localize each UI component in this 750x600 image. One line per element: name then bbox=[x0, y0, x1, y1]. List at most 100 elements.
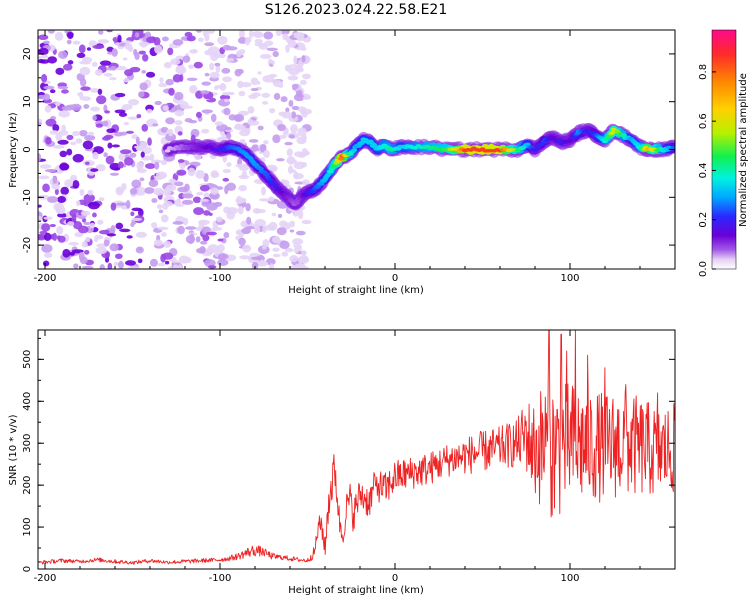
spectrogram-noise-blob bbox=[251, 92, 262, 97]
spectrogram-noise-blob bbox=[111, 144, 120, 148]
spectrogram-noise-blob bbox=[82, 140, 94, 150]
snr-y-ticks: 0 100 200 300 400 500 bbox=[22, 337, 675, 572]
spectrogram-noise-blob bbox=[55, 132, 63, 141]
spectrogram-noise-blob bbox=[49, 89, 56, 94]
spectrogram-x-ticks: -200 -100 0 100 bbox=[34, 30, 676, 284]
spectrogram-noise-blob bbox=[227, 91, 235, 96]
spectrogram-noise-blob bbox=[92, 114, 97, 121]
spectrogram-x-tick-label: -200 bbox=[34, 273, 57, 284]
spectrogram-noise-blob bbox=[282, 33, 289, 41]
spectrogram-noise-blob bbox=[172, 39, 184, 46]
spectrogram-ridge-core bbox=[620, 133, 627, 137]
spectrogram-noise-blob bbox=[291, 111, 297, 119]
spectrogram-noise-blob bbox=[40, 54, 49, 59]
snr-y-axis-label: SNR (10 * v/v) bbox=[8, 414, 19, 485]
spectrogram-noise-blob bbox=[138, 50, 146, 55]
spectrogram-noise-blob bbox=[285, 44, 290, 53]
snr-background bbox=[38, 330, 675, 569]
spectrogram-noise-blob bbox=[57, 235, 66, 243]
spectrogram-noise-blob bbox=[76, 52, 86, 59]
spectrogram-noise-blob bbox=[92, 151, 99, 160]
spectrogram-noise-blob bbox=[56, 226, 64, 235]
spectrogram-noise-blob bbox=[293, 161, 305, 170]
spectrogram-noise-blob bbox=[168, 87, 175, 96]
spectrogram-noise-blob bbox=[130, 211, 135, 217]
spectrogram-noise-blob bbox=[219, 83, 227, 91]
spectrogram-noise-blob bbox=[60, 186, 70, 196]
spectrogram-noise-blob bbox=[172, 264, 179, 269]
spectrogram-noise-blob bbox=[182, 55, 191, 63]
spectrogram-noise-blob bbox=[206, 202, 218, 211]
spectrogram-noise-blob bbox=[57, 139, 69, 145]
spectrogram-noise-blob bbox=[210, 187, 219, 195]
spectrogram-noise-blob bbox=[261, 92, 271, 98]
spectrogram-noise-blob bbox=[136, 114, 142, 119]
spectrogram-noise-blob bbox=[211, 113, 217, 123]
spectrogram-noise-blob bbox=[222, 177, 230, 182]
spectrogram-noise-blob bbox=[129, 152, 137, 158]
spectrogram-ridge-core bbox=[351, 148, 358, 152]
spectrogram-noise-blob bbox=[250, 87, 259, 92]
spectrogram-noise-blob bbox=[224, 185, 229, 195]
spectrogram-noise-blob bbox=[40, 73, 48, 83]
spectrogram-noise-blob bbox=[280, 30, 290, 35]
spectrogram-noise-blob bbox=[105, 155, 115, 165]
spectrogram-noise-blob bbox=[160, 214, 169, 223]
spectrogram-noise-blob bbox=[297, 210, 304, 220]
spectrogram-noise bbox=[38, 30, 314, 269]
spectrogram-y-tick-label: 20 bbox=[22, 48, 33, 61]
spectrogram-noise-blob bbox=[296, 89, 303, 97]
spectrogram-noise-blob bbox=[256, 260, 269, 267]
spectrogram-noise-blob bbox=[64, 179, 73, 188]
snr-x-tick-label: -200 bbox=[34, 573, 57, 584]
spectrogram-noise-blob bbox=[249, 252, 260, 257]
spectrogram-noise-blob bbox=[211, 171, 220, 178]
spectrogram-noise-blob bbox=[138, 91, 145, 98]
spectrogram-noise-blob bbox=[238, 90, 246, 97]
spectrogram-noise-blob bbox=[294, 151, 303, 158]
spectrogram-noise-blob bbox=[272, 50, 279, 58]
spectrogram-noise-blob bbox=[247, 106, 255, 114]
spectrogram-noise-blob bbox=[80, 86, 91, 91]
spectrogram-noise-blob bbox=[118, 260, 124, 269]
spectrogram-noise-blob bbox=[131, 179, 142, 189]
snr-y-tick-label: 0 bbox=[22, 566, 33, 572]
spectrogram-noise-blob bbox=[289, 229, 295, 233]
spectrogram-noise-blob bbox=[268, 73, 278, 78]
spectrogram-noise-blob bbox=[246, 216, 252, 225]
spectrogram-noise-blob bbox=[136, 161, 144, 171]
spectrogram-noise-blob bbox=[90, 168, 99, 172]
spectrogram-noise-blob bbox=[280, 96, 288, 103]
spectrogram-noise-blob bbox=[92, 44, 105, 49]
snr-y-tick-label: 100 bbox=[22, 518, 33, 537]
spectrogram-noise-blob bbox=[81, 217, 87, 223]
spectrogram-noise-blob bbox=[195, 30, 203, 33]
spectrogram-noise-blob bbox=[195, 111, 202, 119]
snr-y-tick-label: 400 bbox=[22, 392, 33, 411]
spectrogram-noise-blob bbox=[46, 196, 59, 203]
spectrogram-noise-blob bbox=[279, 240, 290, 250]
spectrogram-noise-blob bbox=[77, 92, 82, 96]
spectrogram-noise-blob bbox=[81, 241, 88, 248]
spectrogram-noise-blob bbox=[155, 171, 168, 180]
spectrogram-noise-blob bbox=[276, 158, 285, 162]
spectrogram-noise-blob bbox=[126, 235, 133, 239]
spectrogram-noise-blob bbox=[43, 85, 55, 90]
spectrogram-noise-blob bbox=[301, 73, 311, 80]
spectrogram-x-tick-label: 0 bbox=[392, 273, 398, 284]
spectrogram-noise-blob bbox=[168, 128, 174, 137]
spectrogram-noise-blob bbox=[139, 82, 148, 91]
spectrogram-noise-blob bbox=[248, 139, 259, 143]
spectrogram-noise-blob bbox=[119, 149, 132, 155]
spectrogram-noise-blob bbox=[42, 260, 50, 267]
spectrogram-noise-blob bbox=[288, 134, 295, 139]
spectrogram-noise-blob bbox=[206, 183, 215, 187]
spectrogram-noise-blob bbox=[285, 107, 290, 113]
spectrogram-noise-blob bbox=[300, 250, 307, 257]
spectrogram-noise-blob bbox=[245, 203, 251, 212]
spectrogram-noise-blob bbox=[154, 44, 163, 54]
spectrogram-noise-blob bbox=[135, 231, 147, 238]
spectrogram-noise-blob bbox=[52, 232, 57, 242]
spectrogram-ridge-core bbox=[533, 147, 540, 151]
